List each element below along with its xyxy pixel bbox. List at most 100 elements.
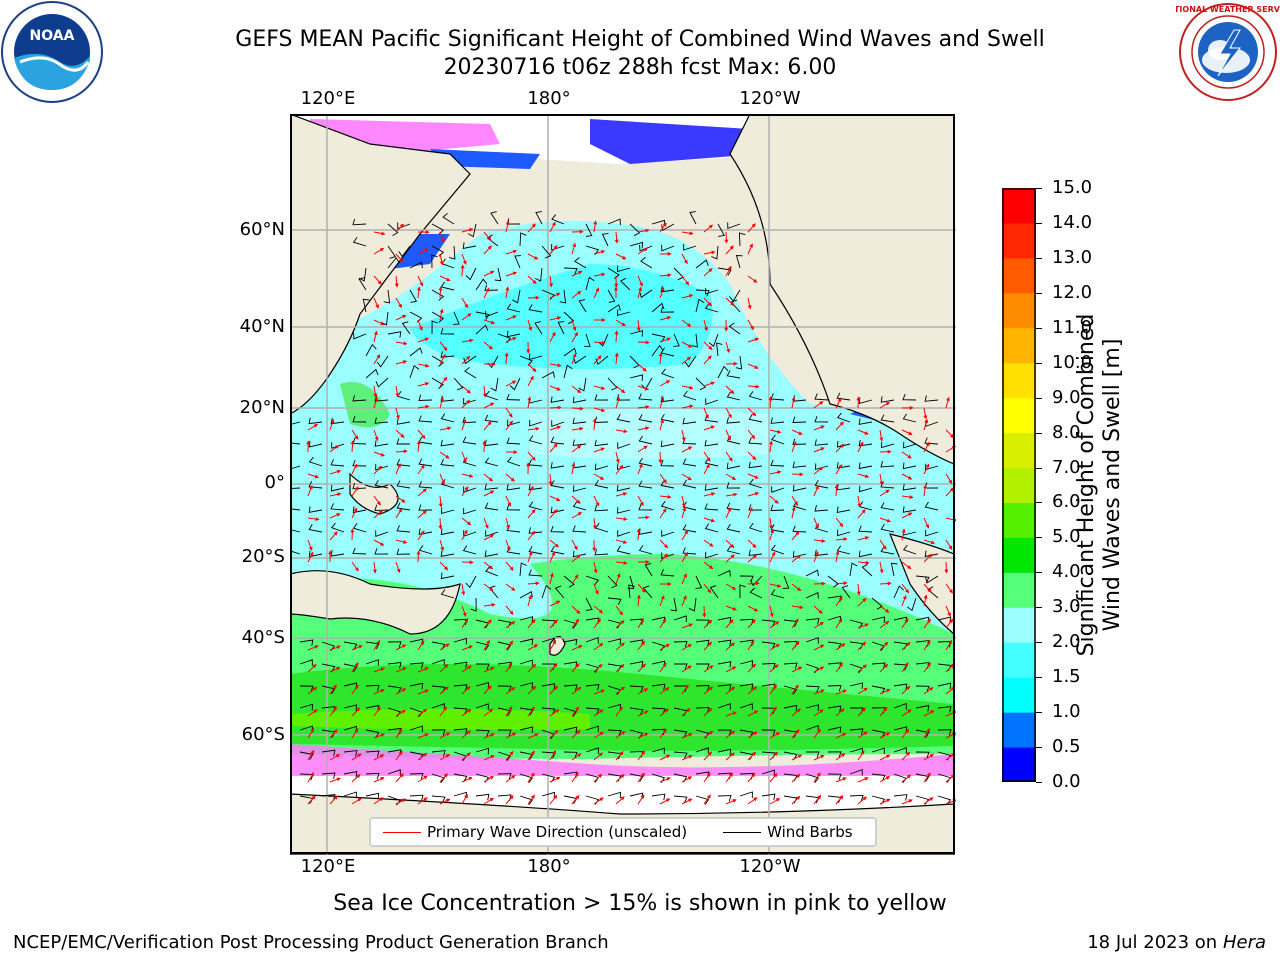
wave-direction-arrow: [439, 308, 444, 321]
wave-direction-arrow: [835, 618, 843, 629]
wind-barb: [475, 793, 490, 801]
wind-barb: [827, 751, 842, 758]
wave-direction-arrow: [835, 596, 843, 607]
wave-direction-arrow: [615, 560, 628, 565]
wave-direction-arrow: [549, 405, 562, 410]
wave-direction-arrow: [593, 643, 604, 651]
wind-barb: [352, 459, 367, 467]
wave-direction-arrow: [614, 231, 619, 244]
wave-direction-arrow: [307, 728, 315, 739]
wave-direction-arrow: [703, 665, 714, 673]
wind-barb: [475, 641, 490, 651]
wind-barb: [475, 703, 489, 710]
wave-direction-arrow: [747, 731, 758, 739]
wind-barb: [880, 414, 895, 423]
wave-direction-arrow: [483, 402, 495, 409]
wind-barb: [440, 528, 455, 536]
colorbar-tick-label: 0.5: [1052, 736, 1081, 758]
wind-barb: [572, 439, 587, 446]
wave-direction-arrow: [527, 594, 532, 607]
wind-barb: [717, 569, 731, 577]
wave-direction-arrow: [373, 465, 383, 475]
wave-direction-arrow: [791, 495, 798, 507]
wave-direction-arrow: [593, 220, 598, 233]
colorbar-tick-mark: [1036, 607, 1042, 609]
wave-direction-arrow: [901, 685, 911, 695]
colorbar-tick-mark: [1036, 782, 1042, 783]
wind-barb: [717, 684, 732, 691]
wind-barb: [893, 702, 907, 710]
wave-direction-arrow: [417, 689, 429, 695]
wave-direction-arrow: [461, 313, 472, 321]
wave-direction-arrow: [373, 640, 381, 651]
wave-direction-arrow: [747, 507, 753, 519]
wave-direction-arrow: [461, 730, 471, 739]
wind-barb: [859, 485, 873, 493]
wind-barb: [453, 311, 460, 325]
wave-direction-arrow: [571, 753, 582, 761]
wave-direction-arrow: [769, 517, 774, 530]
wave-direction-arrow: [329, 418, 335, 431]
wave-direction-arrow: [856, 396, 861, 409]
wave-direction-arrow: [747, 363, 759, 369]
wind-barb: [290, 437, 301, 445]
wave-direction-arrow: [725, 492, 738, 497]
wind-barb: [660, 569, 675, 577]
wind-barb: [442, 212, 455, 225]
wave-direction-arrow: [593, 709, 604, 717]
wave-direction-arrow: [703, 463, 710, 475]
wind-barb: [827, 773, 842, 781]
wave-direction-arrow: [571, 319, 577, 332]
wind-barb: [792, 551, 807, 558]
wind-barb: [396, 525, 411, 533]
wave-direction-arrow: [681, 495, 686, 508]
wave-direction-arrow: [373, 330, 378, 343]
wave-direction-arrow: [703, 250, 716, 255]
wave-direction-arrow: [637, 463, 643, 475]
wave-direction-arrow: [725, 341, 731, 354]
wind-barb: [365, 368, 379, 379]
wave-direction-arrow: [725, 297, 735, 306]
wind-barb: [572, 396, 587, 404]
wave-direction-arrow: [681, 231, 694, 236]
wave-direction-arrow: [549, 385, 561, 391]
wave-direction-arrow: [813, 728, 821, 739]
wave-direction-arrow: [571, 270, 583, 277]
wave-direction-arrow: [813, 689, 825, 695]
wind-barb: [673, 615, 687, 622]
wind-barb: [726, 391, 741, 401]
colorbar-tick-mark: [1036, 537, 1042, 539]
wave-direction-arrow: [791, 441, 797, 453]
wind-barb: [726, 370, 741, 379]
wave-direction-arrow: [791, 506, 796, 519]
wave-direction-arrow: [417, 667, 429, 673]
wind-barb: [365, 772, 380, 780]
wave-direction-arrow: [791, 641, 800, 651]
wave-direction-arrow: [460, 264, 465, 277]
wave-direction-arrow: [681, 446, 693, 453]
wind-barb: [578, 299, 587, 313]
wave-direction-arrow: [703, 561, 714, 570]
wave-direction-arrow: [813, 485, 819, 497]
wave-direction-arrow: [505, 249, 518, 255]
colorbar-tick-label: 3.0: [1052, 596, 1081, 618]
wave-direction-arrow: [725, 265, 732, 277]
wave-direction-arrow: [945, 429, 955, 439]
wind-barb: [383, 289, 391, 304]
wave-direction-arrow: [681, 643, 692, 651]
wind-barb: [497, 707, 512, 717]
wave-direction-arrow: [659, 687, 670, 695]
wave-direction-arrow: [571, 574, 579, 585]
wave-direction-arrow: [747, 605, 759, 612]
wave-direction-arrow: [637, 750, 646, 761]
wave-direction-arrow: [791, 583, 802, 592]
wind-barb: [924, 395, 939, 402]
wave-direction-arrow: [725, 385, 735, 395]
wind-barb: [387, 685, 402, 694]
wind-barb: [308, 524, 323, 533]
wind-barb: [485, 530, 499, 537]
wind-barb: [661, 552, 675, 560]
wave-direction-arrow: [417, 429, 426, 440]
wave-direction-arrow: [549, 600, 561, 607]
wave-direction-arrow: [417, 404, 430, 409]
